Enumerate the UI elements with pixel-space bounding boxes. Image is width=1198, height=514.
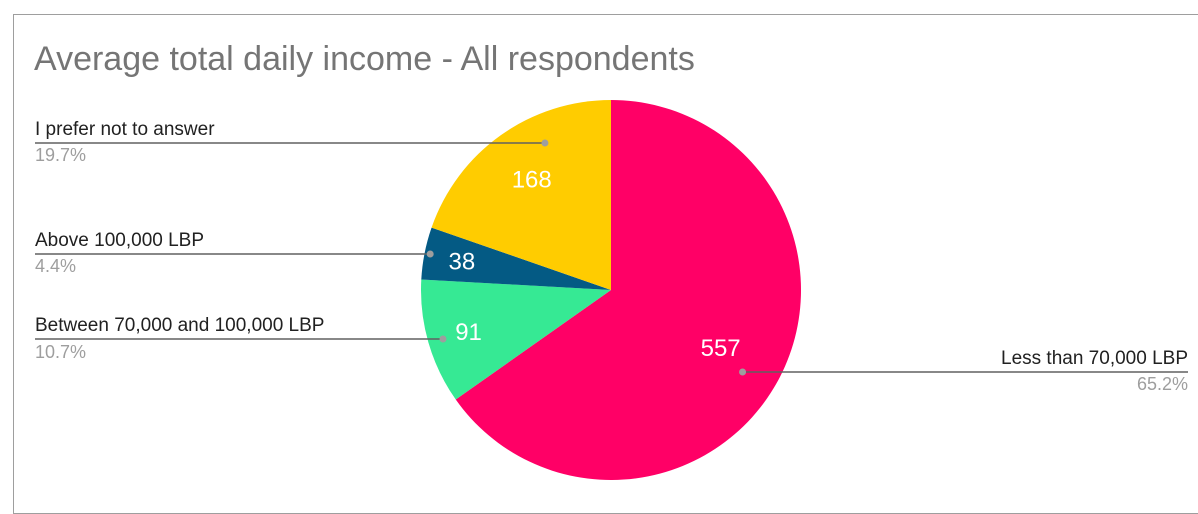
chart-title: Average total daily income - All respond… bbox=[34, 40, 695, 78]
slice-value-label: 557 bbox=[701, 335, 741, 362]
pie-slice bbox=[421, 227, 611, 290]
slice-category-label: I prefer not to answer bbox=[35, 119, 215, 140]
leader-dot bbox=[739, 368, 747, 376]
leader-dot bbox=[541, 139, 549, 147]
slice-value-label: 168 bbox=[512, 167, 552, 194]
slice-percent-label: 65.2% bbox=[1137, 374, 1188, 394]
pie-chart: 557 91 38 168 Less than 70,000 LBP 65.2% Betwe… bbox=[35, 100, 1188, 480]
slice-category-label: Between 70,000 and 100,000 LBP bbox=[35, 315, 324, 336]
pie-slice bbox=[455, 100, 801, 480]
pie-slice bbox=[431, 100, 611, 290]
slice-percent-label: 19.7% bbox=[35, 145, 86, 165]
slice-category-label: Less than 70,000 LBP bbox=[1001, 348, 1188, 369]
slice-value-label: 38 bbox=[449, 249, 476, 276]
slice-category-label: Above 100,000 LBP bbox=[35, 230, 204, 251]
leader-dot bbox=[439, 335, 447, 343]
slice-percent-label: 10.7% bbox=[35, 342, 86, 362]
leader-dot bbox=[426, 250, 434, 258]
slice-percent-label: 4.4% bbox=[35, 256, 76, 276]
slice-value-label: 91 bbox=[455, 319, 482, 346]
pie-slice bbox=[421, 279, 611, 400]
